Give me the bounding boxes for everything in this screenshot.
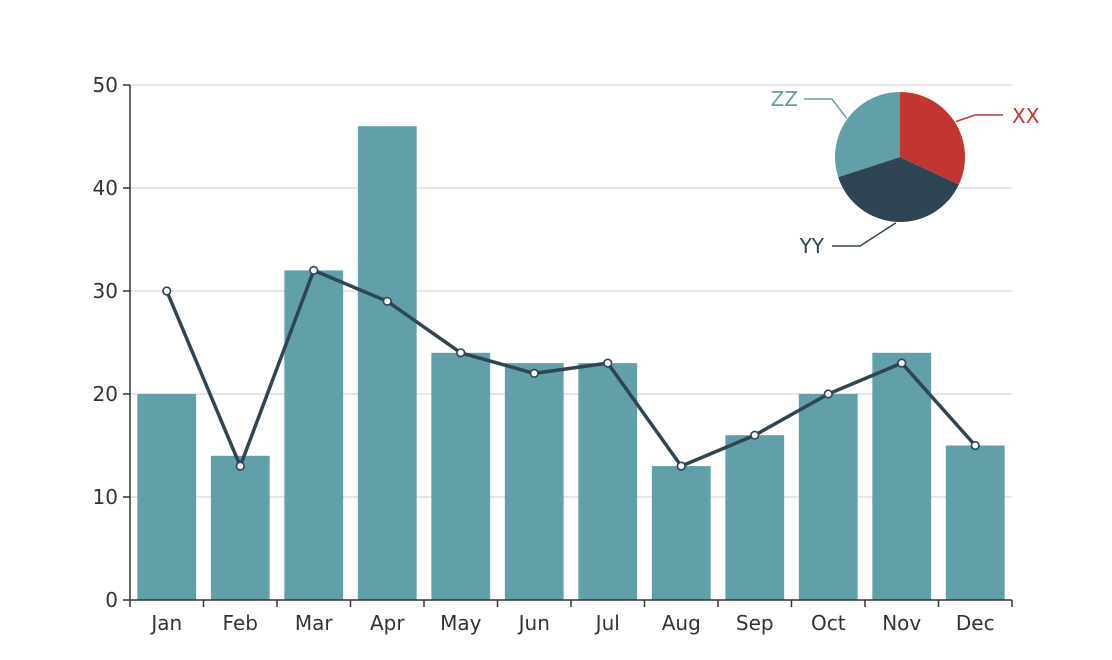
y-tick-label: 40	[93, 176, 118, 200]
bar-apr	[357, 126, 417, 600]
pie-label-xx: XX	[1012, 104, 1040, 128]
bar-feb	[210, 455, 270, 600]
x-tick-label: May	[440, 611, 482, 635]
line-point-mar	[309, 265, 319, 276]
pie-label-zz: ZZ	[771, 87, 798, 111]
pie-label-yy: YY	[799, 234, 825, 258]
line-point-dec	[970, 440, 980, 451]
line-point-oct	[823, 389, 833, 399]
x-tick-label: Aug	[662, 611, 701, 635]
line-point-may	[456, 348, 466, 358]
line-point-aug	[676, 461, 686, 471]
line-point-jul	[603, 358, 613, 368]
bar-aug	[651, 466, 711, 600]
bar-jan	[137, 394, 197, 600]
bar-nov	[872, 352, 932, 600]
y-axis-ticks: 0 10 20 30 40 50	[93, 73, 130, 612]
x-tick-label: Mar	[295, 611, 334, 635]
pie-leader-yy	[832, 222, 897, 247]
y-tick-label: 50	[93, 73, 118, 97]
line-point-feb	[235, 461, 245, 471]
bar-may	[431, 352, 491, 600]
x-tick-label: Feb	[223, 611, 258, 635]
bar-jul	[578, 363, 638, 600]
line-point-sep	[750, 430, 760, 440]
x-tick-label: Jan	[149, 611, 182, 635]
pie-leader-zz	[804, 98, 848, 119]
bar-sep	[725, 435, 785, 600]
bar-jun	[504, 363, 564, 600]
line-series	[162, 265, 980, 471]
y-tick-label: 20	[93, 382, 118, 406]
pie-slice-xx	[900, 92, 965, 185]
line-point-apr	[382, 296, 392, 306]
line-point-nov	[897, 358, 907, 368]
x-tick-label: Apr	[370, 611, 405, 635]
x-tick-label: Sep	[736, 611, 774, 635]
x-tick-label: Dec	[956, 611, 995, 635]
pie-slice-yy	[838, 157, 959, 222]
bar-oct	[798, 394, 858, 600]
line-path	[165, 268, 977, 468]
x-axis-ticks: Jan Feb Mar Apr May Jun Jul Aug Sep Oct Nov Dec	[129, 600, 1013, 635]
x-tick-label: Jun	[517, 611, 550, 635]
line-point-jun	[529, 368, 539, 379]
bar-mar	[284, 270, 344, 600]
x-tick-label: Nov	[882, 611, 921, 635]
x-tick-label: Oct	[811, 611, 846, 635]
x-tick-label: Jul	[594, 611, 620, 635]
y-tick-label: 10	[93, 485, 118, 509]
y-tick-label: 0	[105, 588, 118, 612]
line-point-jan	[162, 286, 172, 296]
y-tick-label: 30	[93, 279, 118, 303]
pie-chart: XX YY ZZ	[771, 87, 1040, 258]
bar-dec	[945, 445, 1005, 600]
pie-slice-zz	[835, 91, 900, 178]
pie-leader-xx	[955, 114, 1003, 123]
